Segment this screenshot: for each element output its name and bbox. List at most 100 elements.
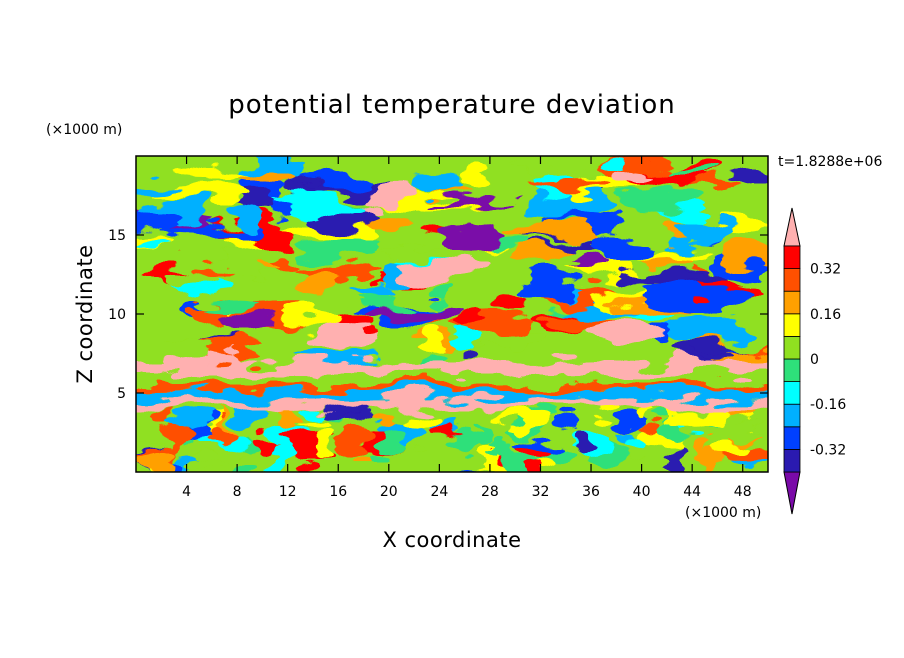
colorbar-segment xyxy=(783,313,801,337)
contour-blob xyxy=(660,420,690,440)
x-tick-label: 32 xyxy=(532,484,550,500)
x-tick-label: 16 xyxy=(329,484,347,500)
colorbar-segment xyxy=(783,381,801,405)
contour-blob xyxy=(431,201,516,210)
x-tick-label: 48 xyxy=(734,484,752,500)
contour-blob xyxy=(420,329,443,350)
time-label: t=1.8288e+06 xyxy=(778,154,882,170)
contour-blob xyxy=(442,220,506,247)
contour-blob xyxy=(307,408,326,418)
contour-blob xyxy=(451,331,485,348)
contour-blob xyxy=(694,350,736,360)
contour-blob xyxy=(644,422,664,439)
x-tick-label: 12 xyxy=(279,484,297,500)
contour-blob xyxy=(314,199,364,215)
contour-blob xyxy=(638,407,651,421)
x-tick-label: 28 xyxy=(481,484,499,500)
contour-blob xyxy=(726,168,768,185)
contour-blob xyxy=(612,170,658,183)
contour-blob xyxy=(652,256,683,266)
contour-blob xyxy=(393,255,487,283)
x-tick-label: 44 xyxy=(683,484,701,500)
colorbar-segment xyxy=(783,335,801,360)
contour-blob xyxy=(614,193,691,214)
colorbar-bottom-arrow xyxy=(783,471,801,515)
contour-blob xyxy=(370,449,390,468)
contour-blob xyxy=(375,414,395,424)
y-unit-label: (×1000 m) xyxy=(46,122,122,138)
contour-blob xyxy=(234,465,260,472)
contour-blob xyxy=(404,411,441,425)
x-unit-label: (×1000 m) xyxy=(685,505,761,521)
contour-blob xyxy=(312,432,329,455)
contour-field xyxy=(136,156,768,472)
colorbar-segment xyxy=(783,268,801,292)
plot-area xyxy=(136,156,768,472)
contour-blob xyxy=(616,441,649,456)
colorbar-label: 0.16 xyxy=(810,307,841,323)
contour-blob xyxy=(253,227,295,254)
contour-blob xyxy=(552,415,582,429)
contour-blob xyxy=(188,459,226,472)
contour-blob xyxy=(136,238,176,248)
contour-blob xyxy=(490,237,535,252)
contour-blob xyxy=(720,406,753,417)
contour-blob xyxy=(409,174,463,196)
contour-blob xyxy=(550,256,585,270)
y-axis: 5 10 15 xyxy=(108,228,768,402)
contour-blob xyxy=(458,309,484,331)
colorbar-top-arrow xyxy=(783,207,801,247)
contour-blob xyxy=(332,431,373,455)
x-tick-label: 20 xyxy=(380,484,398,500)
contour-band xyxy=(136,383,768,390)
contour-blob xyxy=(165,270,219,286)
contour-blob xyxy=(249,432,268,457)
contour-blob xyxy=(460,167,489,186)
contour-blob xyxy=(510,414,547,433)
y-tick-label: 10 xyxy=(108,307,126,323)
contour-blob xyxy=(258,263,280,273)
contour-blob xyxy=(351,285,397,297)
contour-blob xyxy=(492,438,509,455)
contour-blob xyxy=(418,444,435,453)
contour-blob xyxy=(569,430,587,453)
contour-blob xyxy=(446,426,483,450)
y-axis-label: Z coordinate xyxy=(73,244,97,383)
contour-blob xyxy=(136,183,180,193)
contour-blob xyxy=(676,411,716,428)
contour-blob xyxy=(582,321,667,343)
contour-blob xyxy=(230,204,260,229)
contour-blob xyxy=(279,308,346,325)
x-tick-label: 8 xyxy=(233,484,242,500)
x-tick-label: 24 xyxy=(430,484,448,500)
colorbar-segment xyxy=(783,403,801,428)
contour-blob xyxy=(177,164,252,179)
y-tick-label: 15 xyxy=(108,228,126,244)
contour-blob xyxy=(234,405,265,423)
contour-blob xyxy=(199,302,256,312)
contour-blob xyxy=(621,434,640,445)
contour-blob xyxy=(200,264,242,274)
colorbar-segment xyxy=(783,290,801,315)
x-tick-label: 4 xyxy=(182,484,191,500)
colorbar: 0.32 0.16 0 -0.16 -0.32 xyxy=(783,207,846,515)
contour-blob xyxy=(602,158,635,170)
contour-blob xyxy=(345,413,377,427)
contour-blob xyxy=(523,463,545,472)
colorbar-segment xyxy=(783,426,801,450)
contour-blob xyxy=(167,422,189,445)
contour-blob xyxy=(351,294,404,305)
contour-blob xyxy=(493,409,521,421)
contour-blob xyxy=(366,185,417,205)
contour-blob xyxy=(591,233,665,260)
contour-blob xyxy=(136,214,181,228)
x-axis-label: X coordinate xyxy=(382,528,521,552)
x-tick-label: 36 xyxy=(582,484,600,500)
contour-blob xyxy=(666,444,681,471)
contour-blob xyxy=(636,282,700,305)
contour-blob xyxy=(382,428,411,449)
contour-blob xyxy=(492,293,526,314)
contour-blob xyxy=(719,241,768,267)
contour-blob xyxy=(296,349,381,363)
